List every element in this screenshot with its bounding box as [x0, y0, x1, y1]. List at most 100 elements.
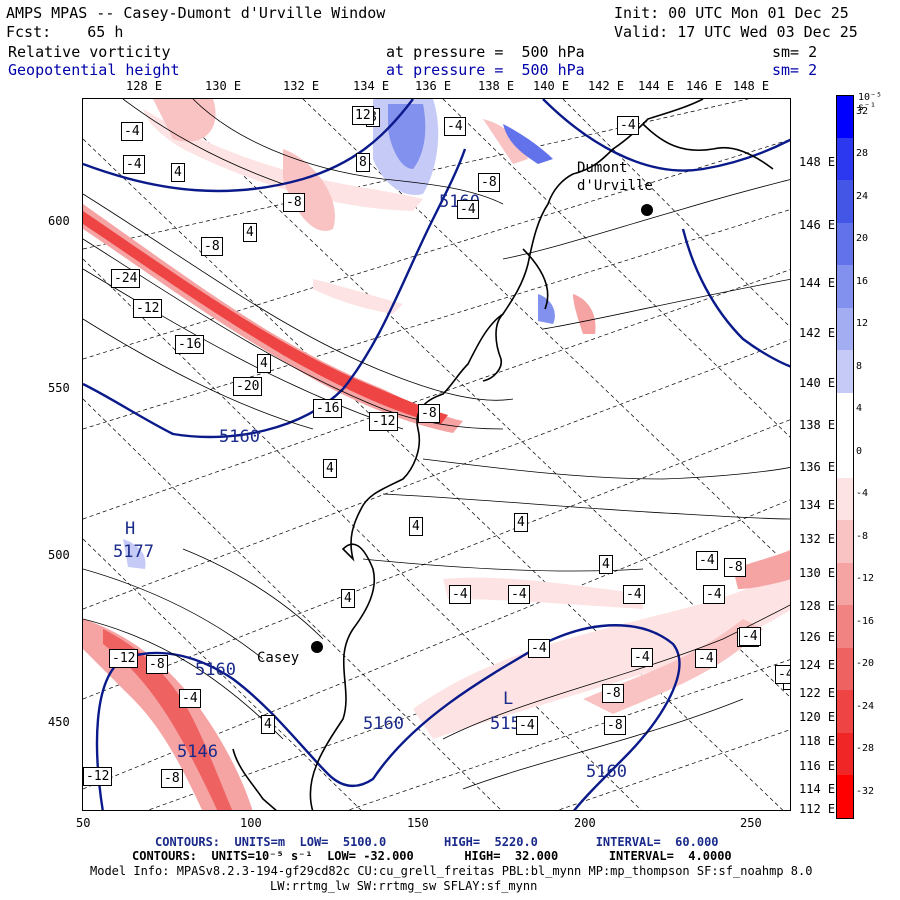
vorticity-value-label: -4 — [631, 648, 653, 667]
y-axis-label: 600 — [48, 214, 70, 228]
colorbar-label: -12 — [856, 573, 875, 584]
x-axis-label: 200 — [574, 816, 596, 830]
vorticity-value-label: -8 — [602, 684, 624, 703]
colorbar-label: -24 — [856, 700, 875, 712]
vorticity-value-label: -4 — [123, 155, 145, 174]
colorbar-label: -16 — [856, 615, 875, 627]
vorticity-value-label: -16 — [175, 335, 205, 354]
colorbar-label: -4 — [856, 488, 869, 499]
lat-label: 136 E — [799, 460, 836, 474]
coastline — [232, 99, 774, 810]
vorticity-value-label: -16 — [313, 399, 343, 418]
field1-smooth: sm= 2 — [772, 43, 818, 61]
vorticity-value-label: -4 — [121, 122, 143, 141]
lon-label: 140 E — [533, 79, 570, 93]
vorticity-value-label: -4 — [695, 649, 717, 668]
field1-level: at pressure = 500 hPa — [386, 43, 585, 61]
high-marker: H — [125, 519, 136, 539]
valid-time: Valid: 17 UTC Wed 03 Dec 25 — [614, 23, 858, 41]
lat-label: 132 E — [799, 532, 836, 546]
vorticity-value-label: 4 — [323, 459, 337, 478]
vorticity-value-label: 4 — [341, 589, 355, 608]
height-contours — [83, 99, 790, 810]
colorbar-label: 20 — [856, 233, 869, 244]
vorticity-value-label: 4 — [599, 555, 613, 574]
colorbar-unit: 10⁻⁵ s⁻¹ — [858, 92, 883, 113]
colorbar-segment — [836, 265, 854, 308]
vorticity-value-label: -4 — [516, 716, 538, 735]
height-label: 5160 — [586, 762, 627, 782]
vorticity-value-label: -8 — [724, 558, 746, 577]
vorticity-value-label: -12 — [133, 299, 163, 318]
lon-label: 132 E — [283, 79, 320, 93]
dumont-station-dot — [641, 204, 653, 216]
vorticity-value-label: -4 — [696, 551, 718, 570]
lon-label: 146 E — [686, 79, 723, 93]
vorticity-value-label: 12 — [352, 106, 374, 125]
height-label: 5160 — [195, 660, 236, 680]
lat-label: 138 E — [799, 418, 836, 432]
colorbar-label: -8 — [856, 530, 869, 542]
vorticity-value-label: -8 — [161, 769, 183, 788]
vorticity-value-label: -4 — [617, 116, 639, 135]
lat-label: 126 E — [799, 630, 836, 644]
colorbar-label: 28 — [856, 148, 869, 159]
init-time: Init: 00 UTC Mon 01 Dec 25 — [614, 4, 849, 22]
vorticity-value-label: 4 — [409, 517, 423, 536]
vorticity-value-label: -4 — [449, 585, 471, 604]
dumont-label: Dumont d'Urville — [577, 160, 653, 194]
vorticity-value-label: -12 — [109, 649, 139, 668]
height-label: 5160 — [219, 427, 260, 447]
y-axis-label: 450 — [48, 715, 70, 729]
colorbar-segment — [836, 137, 854, 180]
casey-station-dot — [311, 641, 323, 653]
lat-label: 120 E — [799, 710, 836, 724]
colorbar-label: 32 — [856, 105, 869, 117]
y-axis-label: 500 — [48, 548, 70, 562]
colorbar-segment — [836, 180, 854, 223]
lat-label: 124 E — [799, 658, 836, 672]
height-label: 5160 — [363, 714, 404, 734]
x-axis-label: 150 — [407, 816, 429, 830]
field2-level: at pressure = 500 hPa — [386, 61, 585, 79]
forecast-hour: Fcst: 65 h — [6, 23, 124, 41]
height-label: 5146 — [177, 742, 218, 762]
colorbar-segment — [836, 605, 854, 648]
lon-label: 144 E — [638, 79, 675, 93]
vorticity-value-label: -4 — [179, 689, 201, 708]
vorticity-value-label: -4 — [623, 585, 645, 604]
map-panel: Casey Dumont d'Urville 5160 5160 5160 51… — [82, 98, 791, 811]
lon-label: 142 E — [588, 79, 625, 93]
height-label: 5177 — [113, 542, 154, 562]
lat-label: 118 E — [799, 734, 836, 748]
colorbar-label: 0 — [856, 445, 863, 457]
map-title: AMPS MPAS -- Casey-Dumont d'Urville Wind… — [6, 4, 386, 22]
lon-label: 136 E — [415, 79, 452, 93]
vorticity-value-label: -4 — [444, 117, 466, 136]
x-axis-label: 250 — [740, 816, 762, 830]
lat-label: 122 E — [799, 686, 836, 700]
lat-label: 146 E — [799, 218, 836, 232]
vorticity-contour-info: CONTOURS: UNITS=10⁻⁵ s⁻¹ LOW= -32.000 HI… — [132, 849, 732, 863]
field2-name: Geopotential height — [8, 61, 180, 79]
colorbar-segment — [836, 520, 854, 563]
vorticity-value-label: 8 — [356, 153, 370, 172]
colorbar-label: -20 — [856, 658, 875, 669]
vorticity-contours — [83, 99, 790, 790]
low-marker: L — [503, 689, 514, 709]
colorbar-segment — [836, 477, 854, 520]
vorticity-value-label: -4 — [457, 200, 479, 219]
vorticity-value-label: 4 — [257, 354, 271, 373]
lon-label: 134 E — [353, 79, 390, 93]
lat-label: 114 E — [799, 782, 836, 796]
height-contour-info: CONTOURS: UNITS=m LOW= 5100.0 HIGH= 5220… — [155, 835, 719, 849]
vorticity-value-label: -8 — [146, 655, 168, 674]
x-axis-label: 100 — [240, 816, 262, 830]
colorbar-segment — [836, 350, 854, 393]
vorticity-value-label: -4 — [739, 627, 761, 646]
vorticity-value-label: -8 — [201, 237, 223, 256]
colorbar-label: -32 — [856, 785, 875, 797]
vorticity-positive-shading — [123, 99, 555, 569]
field2-smooth: sm= 2 — [772, 61, 818, 79]
lat-label: 142 E — [799, 326, 836, 340]
